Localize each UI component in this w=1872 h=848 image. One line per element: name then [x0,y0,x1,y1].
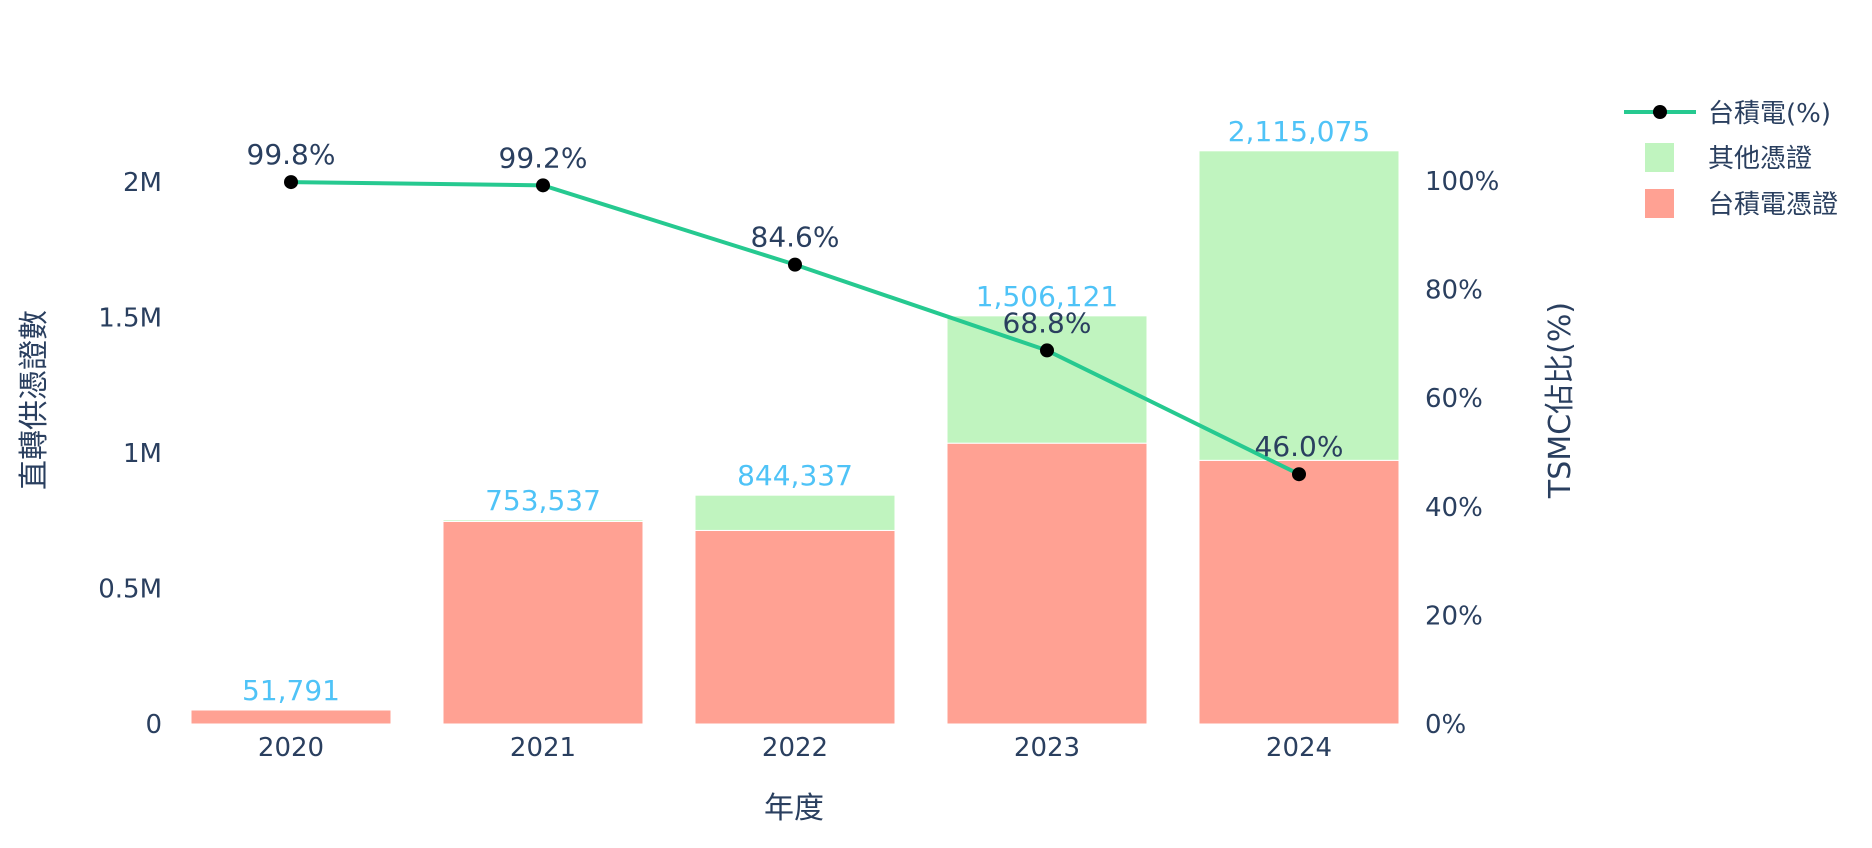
bars-layer [190,150,1400,725]
pct-label: 68.8% [1003,306,1092,339]
pct-label: 99.2% [499,141,588,174]
bar-other-certs[interactable] [946,315,1148,444]
x-tick-label: 2020 [258,733,324,763]
legend-item-tsmc-certs[interactable]: 台積電憑證 [1645,189,1838,220]
bar-other-certs[interactable] [1198,150,1400,461]
legend-label: 其他憑證 [1708,144,1812,174]
pct-label: 99.8% [247,138,336,171]
bar-tsmc-certs[interactable] [442,520,644,725]
x-tick-label: 2023 [1014,733,1080,763]
legend: 台積電(%) 其他憑證 台積電憑證 [1624,99,1838,220]
y2-tick-label: 80% [1425,276,1483,306]
y-axis-left: 0 0.5M 1M 1.5M 2M [98,168,162,740]
y-tick-label: 1.5M [98,304,162,334]
y-tick-label: 2M [123,168,162,198]
legend-label: 台積電(%) [1708,99,1831,129]
bar-total-label: 1,506,121 [976,280,1119,313]
legend-item-tsmc-pct[interactable]: 台積電(%) [1624,99,1831,129]
legend-item-other-certs[interactable]: 其他憑證 [1645,143,1812,174]
y2-tick-label: 100% [1425,167,1499,197]
y-tick-label: 1M [123,439,162,469]
y-axis-right: 0% 20% 40% 60% 80% 100% [1425,167,1499,740]
legend-label: 台積電憑證 [1708,190,1838,220]
y2-tick-label: 60% [1425,384,1483,414]
bar-tsmc-certs[interactable] [1198,459,1400,725]
bar-total-label: 844,337 [737,459,853,492]
total-labels-layer: 51,791 753,537 844,337 1,506,121 2,115,075 [242,115,1370,707]
legend-swatch-icon [1645,189,1674,218]
y-tick-label: 0 [145,710,162,740]
y2-tick-label: 0% [1425,710,1466,740]
x-axis: 2020 2021 2022 2023 2024 [258,733,1332,763]
pct-marker[interactable] [1040,343,1054,358]
pct-label: 84.6% [751,221,840,254]
pct-line-layer: 99.8% 99.2% 84.6% 68.8% 46.0% [247,138,1344,482]
legend-marker-icon [1653,105,1667,119]
bar-total-label: 753,537 [485,484,601,517]
bar-other-certs[interactable] [442,519,644,522]
pct-label: 46.0% [1255,430,1344,463]
x-tick-label: 2021 [510,733,576,763]
bar-tsmc-certs[interactable] [694,529,896,725]
y2-tick-label: 40% [1425,493,1483,523]
y-axis-title: 直轉供憑證數 [17,310,52,490]
x-tick-label: 2024 [1266,733,1332,763]
y2-tick-label: 20% [1425,601,1483,631]
x-axis-title: 年度 [764,791,824,826]
pct-marker[interactable] [536,178,550,193]
bar-tsmc-certs[interactable] [946,442,1148,725]
pct-marker[interactable] [1292,467,1306,482]
legend-swatch-icon [1645,143,1674,172]
bar-total-label: 2,115,075 [1228,115,1371,148]
bar-total-label: 51,791 [242,674,340,707]
pct-marker[interactable] [788,257,802,272]
y2-axis-title: TSMC佔比(%) [1543,302,1578,499]
bar-tsmc-certs[interactable] [190,709,392,725]
bar-other-certs[interactable] [694,494,896,531]
x-tick-label: 2022 [762,733,828,763]
y-tick-label: 0.5M [98,575,162,605]
pct-marker[interactable] [284,175,298,190]
